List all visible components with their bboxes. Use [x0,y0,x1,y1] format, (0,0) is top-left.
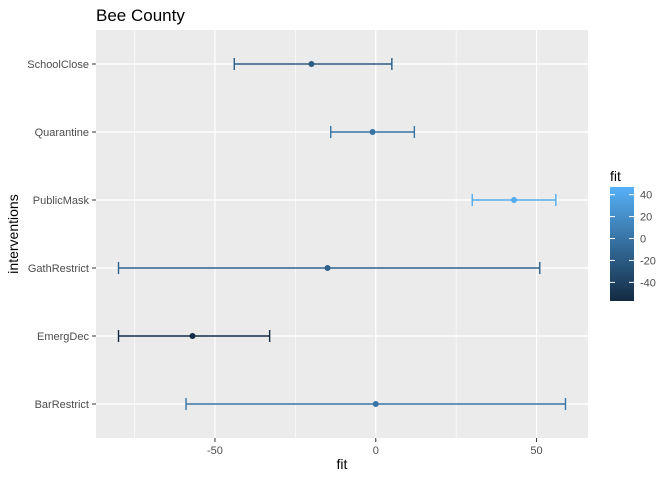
legend-tick-label: 40 [640,190,652,202]
fit-point [369,129,376,135]
fit-point [308,61,315,67]
y-tick-label: GathRestrict [28,263,89,275]
errorbar-emergdec [117,330,271,342]
data-marks [117,58,567,410]
fit-point [372,401,379,407]
errorbar-quarantine [330,126,416,138]
y-tick-label: EmergDec [37,331,89,343]
x-tick-labels: -50 0 50 [207,438,543,457]
legend-tick-label: 0 [640,234,646,246]
legend-tick-label: 20 [640,212,652,224]
y-tick-label: BarRestrict [35,399,89,411]
legend-tick-label: -20 [640,255,656,267]
x-tick-label: 50 [530,445,542,457]
errorbar-barrestrict [185,398,567,410]
chart-title: Bee County [96,6,185,25]
fit-point [511,197,518,203]
y-axis-title: interventions [5,194,21,273]
legend-title: fit [610,168,621,184]
legend-colorbar [610,187,634,301]
errorbar-publicmask [471,194,557,206]
plot-panel [96,30,588,438]
legend: fit 40 20 0 -20 -40 [610,168,656,301]
legend-ticks: 40 20 0 -20 -40 [610,190,656,289]
x-axis-title: fit [337,456,348,472]
legend-tick-label: -40 [640,277,656,289]
y-tick-label: PublicMask [33,195,90,207]
y-tick-label: Quarantine [35,127,89,139]
y-tick-labels: SchoolClose Quarantine PublicMask GathRestr… [27,59,96,411]
x-tick-label: 0 [373,445,379,457]
errorbar-schoolclose [233,58,393,70]
y-tick-label: SchoolClose [27,59,89,71]
x-tick-label: -50 [207,445,223,457]
fit-point [324,265,331,271]
errorbar-gathrestrict [117,262,541,274]
fit-point [189,333,196,339]
